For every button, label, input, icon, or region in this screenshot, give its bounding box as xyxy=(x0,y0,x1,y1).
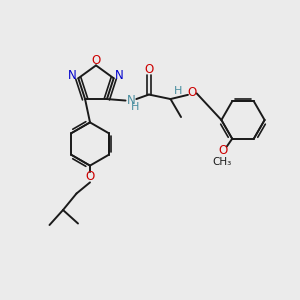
Text: H: H xyxy=(131,101,139,112)
Text: O: O xyxy=(85,170,94,184)
Text: N: N xyxy=(127,94,135,107)
Text: H: H xyxy=(174,85,182,96)
Text: CH₃: CH₃ xyxy=(212,157,231,166)
Text: N: N xyxy=(68,69,77,82)
Text: N: N xyxy=(115,69,124,82)
Text: O: O xyxy=(144,63,154,76)
Text: O: O xyxy=(92,53,100,67)
Text: O: O xyxy=(188,86,197,99)
Text: O: O xyxy=(219,144,228,157)
